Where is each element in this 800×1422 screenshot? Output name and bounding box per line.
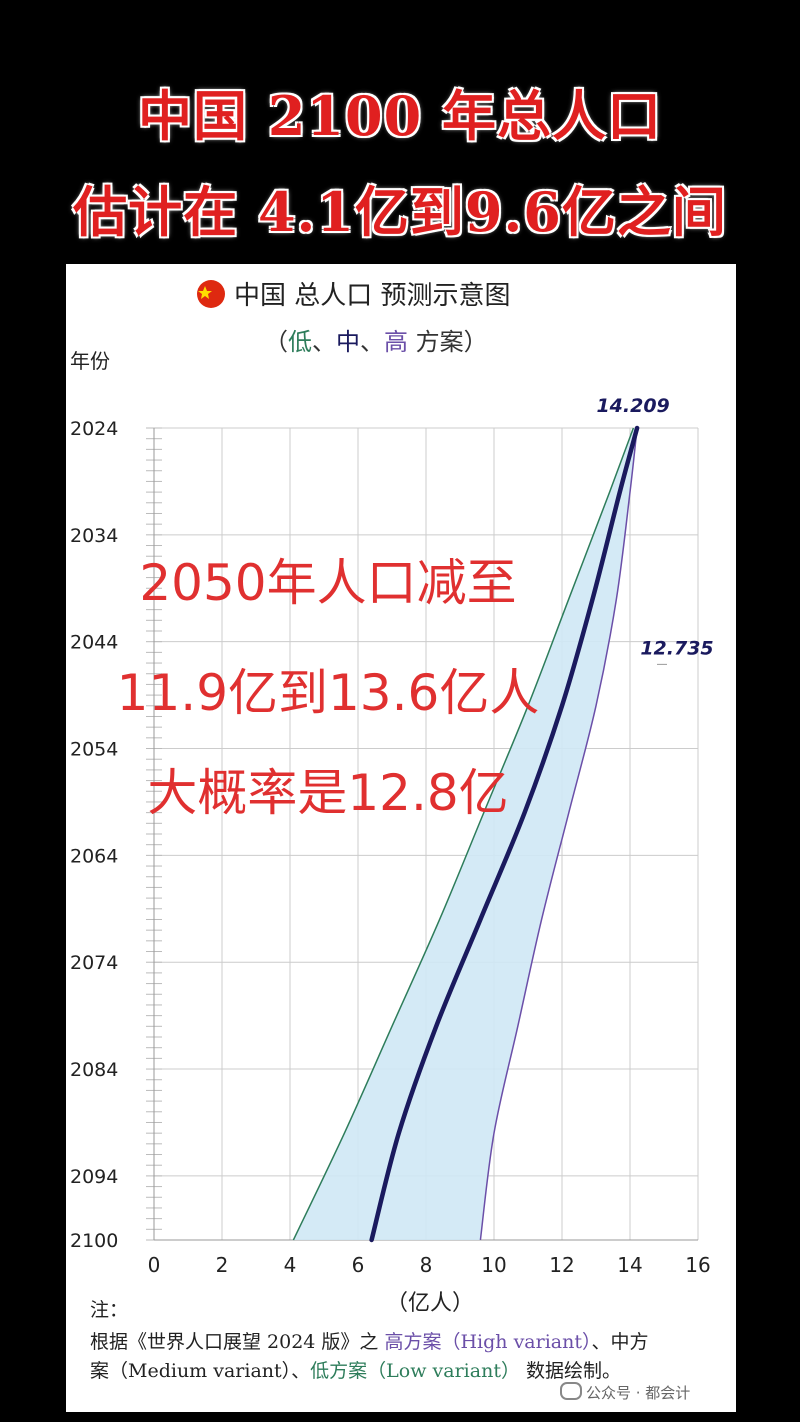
- headline-line-2: 估计在 4.1亿到9.6亿之间: [73, 180, 727, 244]
- x-tick-label: 4: [284, 1253, 297, 1277]
- series-high-line: [479, 427, 638, 1241]
- x-tick-label: 6: [352, 1253, 365, 1277]
- y-tick-label: 2034: [70, 525, 118, 547]
- note-line-2: 案（Medium variant）、低方案（Low variant） 数据绘制。: [90, 1360, 621, 1382]
- china-flag-icon: [197, 280, 225, 308]
- y-tick-label: 2054: [70, 739, 118, 761]
- chart-subtitle: （低、中、高 方案）: [264, 328, 488, 356]
- x-tick-label: 14: [617, 1253, 642, 1277]
- x-tick-label: 0: [148, 1253, 161, 1277]
- note-line-1: 根据《世界人口展望 2024 版》之 高方案（High variant）、中方: [90, 1331, 649, 1353]
- y-tick-label: 2024: [70, 418, 118, 440]
- annotation-14209: 14.209: [596, 395, 669, 417]
- x-tick-label: 8: [420, 1253, 433, 1277]
- y-tick-label: 2044: [70, 632, 118, 654]
- x-tick-label: 10: [481, 1253, 506, 1277]
- x-axis-label: （亿人）: [386, 1291, 474, 1316]
- chart-title: 中国 总人口 预测示意图: [234, 281, 511, 311]
- overlay-text-line: 大概率是12.8亿: [147, 764, 508, 822]
- y-tick-label: 2074: [70, 952, 118, 974]
- watermark: 公众号 · 都会计: [560, 1382, 690, 1403]
- series-low-line: [292, 427, 635, 1241]
- chart-panel: 中国 总人口 预测示意图 （低、中、高 方案） 年份 2024 2034 2044 2054…: [66, 264, 736, 1412]
- y-tick-label: 2094: [70, 1166, 118, 1188]
- projection-band: [293, 428, 638, 1240]
- flag-star-icon: [198, 286, 212, 299]
- headline-line-1: 中国 2100 年总人口: [138, 84, 662, 148]
- x-tick-label: 2: [216, 1253, 229, 1277]
- x-tick-label: 12: [549, 1253, 574, 1277]
- watermark-text: 公众号 · 都会计: [586, 1384, 691, 1402]
- note-label: 注：: [90, 1299, 128, 1321]
- annotation-12735: 12.735: [640, 637, 713, 659]
- overlay-text-line: 11.9亿到13.6亿人: [117, 664, 540, 722]
- wechat-icon: [560, 1382, 582, 1400]
- series-medium-line: [369, 425, 640, 1243]
- overlay-text-line: 2050年人口减至: [139, 554, 516, 612]
- y-tick-label: 2100: [70, 1230, 118, 1252]
- y-tick-label: 2064: [70, 845, 118, 867]
- y-tick-label: 2084: [70, 1059, 118, 1081]
- x-tick-label: 16: [685, 1253, 710, 1277]
- population-chart: 中国 总人口 预测示意图 （低、中、高 方案） 年份 2024 2034 2044 2054…: [70, 280, 714, 1382]
- y-axis-label: 年份: [70, 349, 110, 373]
